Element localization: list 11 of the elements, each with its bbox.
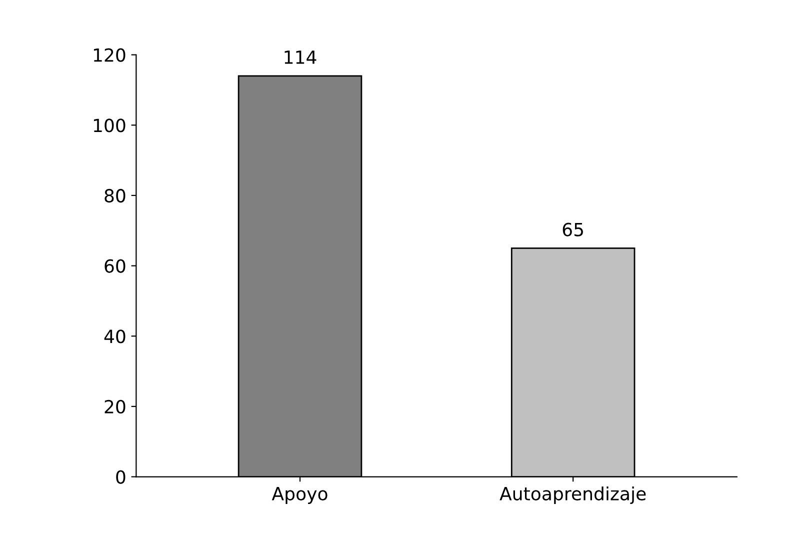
y-tick-label: 40 <box>104 330 126 344</box>
y-tick-label: 80 <box>104 188 126 203</box>
y-tick-label: 100 <box>94 118 126 132</box>
y-tick-label: 120 <box>94 48 126 62</box>
x-tick-label: Apoyo <box>272 487 328 504</box>
data-label: 114 <box>284 50 316 64</box>
data-label: 65 <box>562 222 583 236</box>
y-tick-label: 0 <box>116 470 126 484</box>
y-tick-label: 60 <box>104 259 126 273</box>
y-tick-label: 20 <box>104 400 126 414</box>
x-tick-label: Autoaprendizaje <box>500 486 646 504</box>
